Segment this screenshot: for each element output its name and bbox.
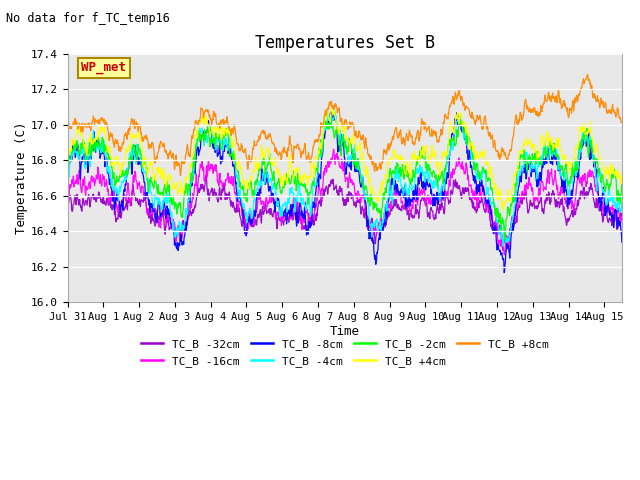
Text: No data for f_TC_temp16: No data for f_TC_temp16 xyxy=(6,12,170,25)
Text: WP_met: WP_met xyxy=(81,61,126,74)
Legend: TC_B -32cm, TC_B -16cm, TC_B -8cm, TC_B -4cm, TC_B -2cm, TC_B +4cm, TC_B +8cm: TC_B -32cm, TC_B -16cm, TC_B -8cm, TC_B … xyxy=(137,335,553,371)
Y-axis label: Temperature (C): Temperature (C) xyxy=(15,121,28,234)
Title: Temperatures Set B: Temperatures Set B xyxy=(255,34,435,52)
X-axis label: Time: Time xyxy=(330,324,360,337)
